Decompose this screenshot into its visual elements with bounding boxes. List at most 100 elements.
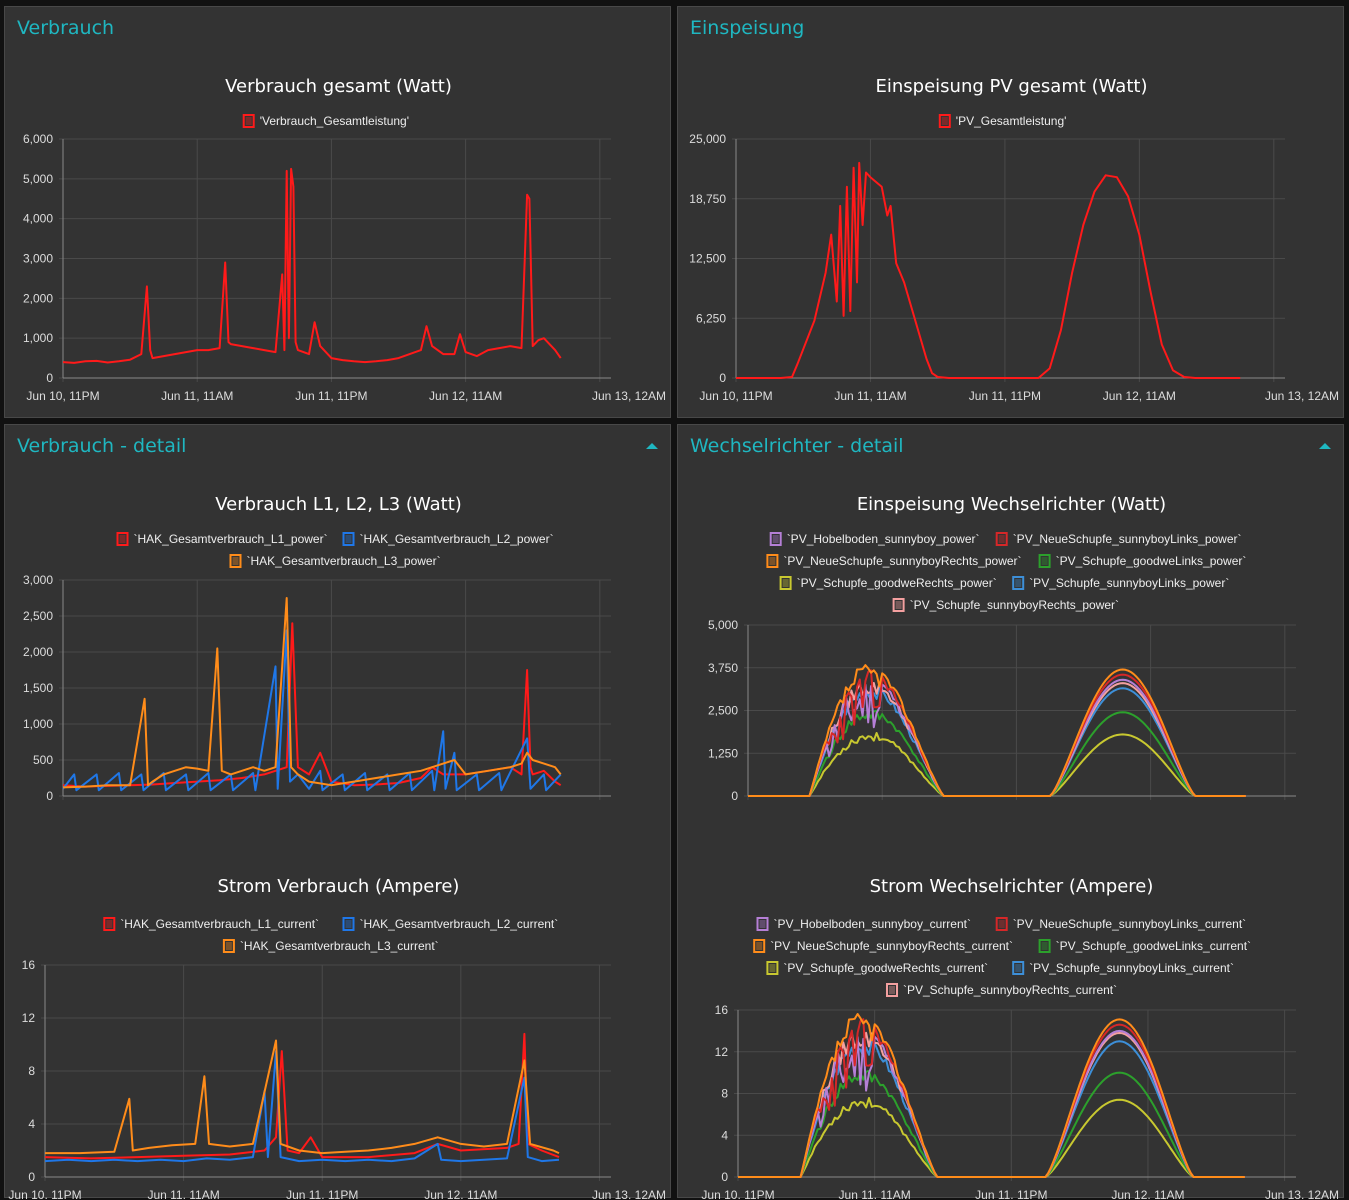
legend-item[interactable]: `HAK_Gesamtverbrauch_L1_power` xyxy=(116,532,328,546)
legend-item[interactable]: 'PV_Gesamtleistung' xyxy=(938,114,1067,128)
legend-item[interactable]: `PV_Schupfe_goodweLinks_current` xyxy=(1038,939,1251,953)
x-tick-label: Jun 11, 11AM xyxy=(834,389,906,403)
legend-item[interactable]: `PV_Schupfe_sunnyboyRechts_current` xyxy=(886,983,1117,997)
legend-swatch-fill xyxy=(245,117,252,125)
legend-label: `PV_Schupfe_goodweLinks_power` xyxy=(1056,554,1247,568)
y-tick-label: 2,500 xyxy=(23,609,53,623)
x-tick-label: Jun 11, 11PM xyxy=(969,389,1041,403)
legend-swatch-fill xyxy=(998,920,1005,928)
y-tick-label: 6,250 xyxy=(696,311,726,325)
panel-verbrauch-detail: Verbrauch - detail Verbrauch L1, L2, L3 … xyxy=(4,424,671,1199)
y-tick-label: 2,000 xyxy=(23,291,53,305)
collapse-icon[interactable] xyxy=(1319,443,1331,449)
legend-label: `PV_Schupfe_goodweRechts_current` xyxy=(783,961,988,975)
chart-title: Verbrauch gesamt (Watt) xyxy=(225,76,452,97)
legend-swatch xyxy=(1012,961,1025,975)
legend-item[interactable]: `PV_NeueSchupfe_sunnyboyLinks_power` xyxy=(995,532,1242,546)
legend-swatch-fill xyxy=(345,535,352,543)
legend-swatch xyxy=(1038,939,1051,953)
legend-item[interactable]: `PV_NeueSchupfe_sunnyboyLinks_current` xyxy=(995,917,1246,931)
legend-swatch-fill xyxy=(232,557,239,565)
legend-item[interactable]: `PV_Schupfe_goodweRechts_current` xyxy=(766,961,988,975)
legend-item[interactable]: 'Verbrauch_Gesamtleistung' xyxy=(242,114,409,128)
y-tick-label: 8 xyxy=(28,1064,35,1078)
x-tick-label: Jun 11, 11PM xyxy=(295,389,367,403)
x-tick-label: Jun 12, 11AM xyxy=(1111,1188,1184,1199)
legend-item[interactable]: `HAK_Gesamtverbrauch_L2_current` xyxy=(342,917,559,931)
y-tick-label: 5,000 xyxy=(23,172,53,186)
legend-label: `PV_Schupfe_goodweRechts_power` xyxy=(797,576,997,590)
legend-item[interactable]: `PV_NeueSchupfe_sunnyboyRechts_current` xyxy=(753,939,1013,953)
y-tick-label: 0 xyxy=(28,1170,35,1184)
legend-item[interactable]: `HAK_Gesamtverbrauch_L1_current` xyxy=(103,917,319,931)
legend-swatch xyxy=(779,576,792,590)
chart-title: Einspeisung Wechselrichter (Watt) xyxy=(857,494,1166,515)
legend-item[interactable]: `HAK_Gesamtverbrauch_L2_power` xyxy=(342,532,554,546)
panel-title: Wechselrichter - detail xyxy=(690,435,904,457)
legend-item[interactable]: `PV_Hobelboden_sunnyboy_current` xyxy=(756,917,971,931)
legend-swatch-fill xyxy=(1041,557,1048,565)
series-line xyxy=(738,1029,1245,1178)
y-tick-label: 1,000 xyxy=(23,717,53,731)
legend-label: `PV_Hobelboden_sunnyboy_power` xyxy=(787,532,980,546)
legend-label: `HAK_Gesamtverbrauch_L1_current` xyxy=(120,917,319,931)
legend-swatch-fill xyxy=(345,920,352,928)
series-line xyxy=(62,622,562,788)
y-tick-label: 8 xyxy=(721,1087,728,1101)
y-tick-label: 4 xyxy=(721,1128,728,1142)
legend-swatch-fill xyxy=(759,920,766,928)
legend-item[interactable]: `PV_Schupfe_sunnyboyRechts_power` xyxy=(892,598,1119,612)
panel-title: Einspeisung xyxy=(690,17,805,39)
legend-item[interactable]: `PV_Schupfe_sunnyboyLinks_power` xyxy=(1012,576,1229,590)
legend-swatch xyxy=(1038,554,1051,568)
legend-label: `PV_Hobelboden_sunnyboy_current` xyxy=(774,917,971,931)
legend-item[interactable]: `PV_Schupfe_sunnyboyLinks_current` xyxy=(1012,961,1234,975)
y-tick-label: 12,500 xyxy=(689,252,726,266)
x-tick-label: Jun 11, 11AM xyxy=(839,1188,911,1199)
y-tick-label: 16 xyxy=(715,1003,729,1017)
legend-swatch-fill xyxy=(941,117,948,125)
legend-swatch-fill xyxy=(998,535,1005,543)
legend-item[interactable]: `PV_Schupfe_goodweLinks_power` xyxy=(1038,554,1247,568)
y-tick-label: 1,000 xyxy=(23,331,53,345)
y-tick-label: 2,000 xyxy=(23,645,53,659)
legend-item[interactable]: `PV_Hobelboden_sunnyboy_power` xyxy=(769,532,980,546)
legend-swatch xyxy=(892,598,905,612)
panel-einspeisung: Einspeisung Einspeisung PV gesamt (Watt)… xyxy=(677,6,1344,418)
x-tick-label: Jun 11, 11AM xyxy=(147,1188,219,1199)
y-tick-label: 1,500 xyxy=(23,681,53,695)
legend-swatch-fill xyxy=(889,986,895,994)
legend-swatch-fill xyxy=(756,942,763,950)
series-line xyxy=(748,682,1246,797)
y-tick-label: 0 xyxy=(721,1170,728,1184)
legend-swatch xyxy=(886,983,898,997)
legend-swatch-fill xyxy=(782,579,789,587)
panel-wechselrichter-detail: Wechselrichter - detail Einspeisung Wech… xyxy=(677,424,1344,1199)
legend-label: `HAK_Gesamtverbrauch_L3_current` xyxy=(240,939,439,953)
legend-swatch xyxy=(769,532,782,546)
legend-item[interactable]: `HAK_Gesamtverbrauch_L3_power` xyxy=(229,554,441,568)
series-line xyxy=(738,1031,1245,1178)
legend-item[interactable]: `PV_Schupfe_goodweRechts_power` xyxy=(779,576,997,590)
series-line xyxy=(738,1018,1245,1178)
legend-label: `PV_Schupfe_goodweLinks_current` xyxy=(1056,939,1251,953)
x-tick-label: Jun 10, 11PM xyxy=(701,1188,774,1199)
y-tick-label: 2,500 xyxy=(708,704,738,718)
x-tick-label: Jun 13, 12AM xyxy=(1265,1188,1339,1199)
chart-verbrauch-gesamt: Verbrauch gesamt (Watt) 'Verbrauch_Gesamt… xyxy=(23,76,666,403)
y-tick-label: 4,000 xyxy=(23,212,53,226)
legend-label: `HAK_Gesamtverbrauch_L1_power` xyxy=(134,532,328,546)
series-line xyxy=(44,1050,560,1163)
legend-item[interactable]: `PV_NeueSchupfe_sunnyboyRechts_power` xyxy=(766,554,1022,568)
chart-strom-verbrauch: Strom Verbrauch (Ampere) `HAK_Gesamtverbr… xyxy=(8,876,666,1199)
x-tick-label: Jun 13, 12AM xyxy=(592,1188,666,1199)
series-line xyxy=(738,1039,1245,1178)
legend-swatch-fill xyxy=(225,942,232,950)
legend-item[interactable]: `HAK_Gesamtverbrauch_L3_current` xyxy=(222,939,439,953)
y-tick-label: 0 xyxy=(46,789,53,803)
legend-swatch-fill xyxy=(769,964,776,972)
x-tick-label: Jun 12, 11AM xyxy=(429,389,502,403)
chart-title: Einspeisung PV gesamt (Watt) xyxy=(876,76,1148,97)
collapse-icon[interactable] xyxy=(646,443,658,449)
chart-verbrauch-l1-l2-l3: Verbrauch L1, L2, L3 (Watt) `HAK_Gesamtve… xyxy=(23,494,611,803)
